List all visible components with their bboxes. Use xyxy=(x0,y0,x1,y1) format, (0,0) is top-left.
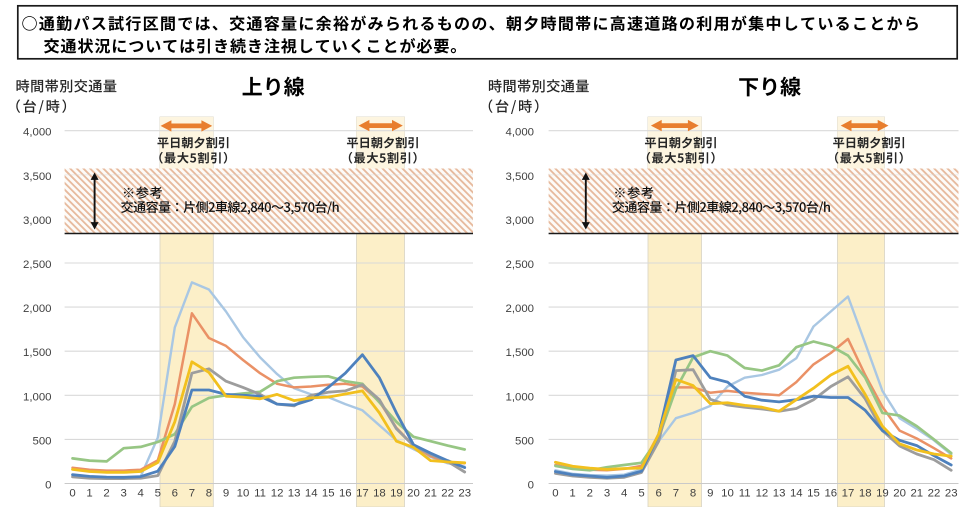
svg-text:7: 7 xyxy=(673,488,679,500)
svg-text:17: 17 xyxy=(356,488,369,500)
svg-text:4,000: 4,000 xyxy=(23,127,52,139)
svg-text:10: 10 xyxy=(237,488,250,500)
svg-text:19: 19 xyxy=(390,488,403,500)
svg-text:1,000: 1,000 xyxy=(505,391,534,403)
svg-text:500: 500 xyxy=(32,435,51,447)
svg-text:15: 15 xyxy=(322,488,335,500)
svg-text:20: 20 xyxy=(407,488,420,500)
svg-text:3,000: 3,000 xyxy=(505,215,534,227)
svg-text:4: 4 xyxy=(621,488,627,500)
svg-text:12: 12 xyxy=(271,488,284,500)
svg-text:9: 9 xyxy=(707,488,713,500)
svg-text:9: 9 xyxy=(223,488,229,500)
svg-text:5: 5 xyxy=(155,488,161,500)
svg-text:18: 18 xyxy=(859,488,872,500)
svg-text:2,000: 2,000 xyxy=(23,303,52,315)
svg-text:12: 12 xyxy=(756,488,769,500)
svg-text:13: 13 xyxy=(773,488,786,500)
svg-text:17: 17 xyxy=(842,488,855,500)
svg-text:21: 21 xyxy=(424,488,437,500)
svg-text:22: 22 xyxy=(928,488,941,500)
svg-text:3,500: 3,500 xyxy=(505,171,534,183)
svg-text:5: 5 xyxy=(638,488,644,500)
svg-text:11: 11 xyxy=(739,488,751,500)
svg-text:14: 14 xyxy=(305,488,318,500)
svg-text:6: 6 xyxy=(656,488,662,500)
svg-text:3: 3 xyxy=(121,488,127,500)
svg-text:15: 15 xyxy=(807,488,820,500)
svg-text:16: 16 xyxy=(824,488,837,500)
svg-text:20: 20 xyxy=(893,488,906,500)
svg-text:7: 7 xyxy=(189,488,195,500)
svg-text:4: 4 xyxy=(138,488,144,500)
svg-text:19: 19 xyxy=(876,488,889,500)
svg-text:0: 0 xyxy=(528,480,534,492)
svg-text:8: 8 xyxy=(690,488,696,500)
svg-text:500: 500 xyxy=(515,435,534,447)
svg-text:2: 2 xyxy=(587,488,593,500)
svg-text:3,500: 3,500 xyxy=(23,171,52,183)
svg-text:18: 18 xyxy=(373,488,386,500)
svg-text:1,500: 1,500 xyxy=(505,347,534,359)
svg-text:1: 1 xyxy=(86,488,92,500)
svg-text:1,500: 1,500 xyxy=(23,347,52,359)
svg-text:16: 16 xyxy=(339,488,352,500)
svg-text:2,000: 2,000 xyxy=(505,303,534,315)
svg-text:6: 6 xyxy=(172,488,178,500)
svg-text:3: 3 xyxy=(604,488,610,500)
svg-text:11: 11 xyxy=(254,488,266,500)
svg-text:0: 0 xyxy=(552,488,558,500)
svg-text:0: 0 xyxy=(45,480,51,492)
svg-text:8: 8 xyxy=(206,488,212,500)
svg-text:23: 23 xyxy=(945,488,958,500)
svg-text:14: 14 xyxy=(790,488,803,500)
svg-text:2,500: 2,500 xyxy=(505,259,534,271)
svg-text:4,000: 4,000 xyxy=(505,127,534,139)
svg-text:22: 22 xyxy=(441,488,454,500)
svg-text:13: 13 xyxy=(288,488,301,500)
svg-text:0: 0 xyxy=(69,488,75,500)
svg-text:2,500: 2,500 xyxy=(23,259,52,271)
svg-text:10: 10 xyxy=(721,488,734,500)
svg-text:23: 23 xyxy=(458,488,471,500)
svg-text:1: 1 xyxy=(569,488,575,500)
svg-text:2: 2 xyxy=(103,488,109,500)
svg-text:3,000: 3,000 xyxy=(23,215,52,227)
svg-text:1,000: 1,000 xyxy=(23,391,52,403)
svg-text:21: 21 xyxy=(910,488,923,500)
